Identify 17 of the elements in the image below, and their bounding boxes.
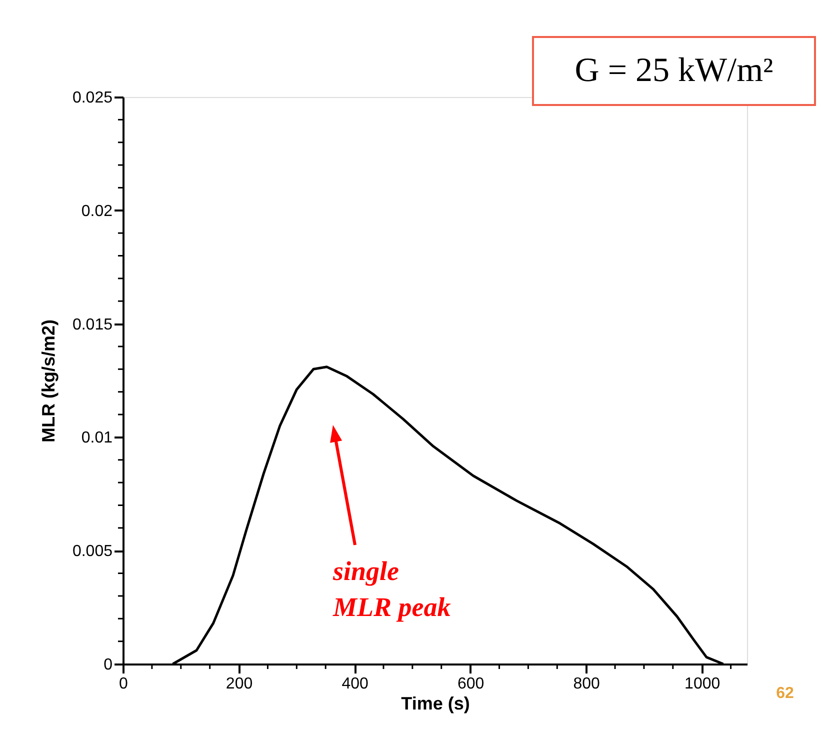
x-axis-title: Time (s) — [401, 694, 470, 714]
annotation: single MLR peak — [332, 556, 452, 622]
x-tick-label: 0 — [119, 676, 128, 692]
y-tick-label: 0.01 — [81, 430, 113, 447]
x-tick-label: 800 — [573, 676, 600, 692]
y-tick-label: 0.025 — [72, 90, 113, 106]
x-tick-label: 1000 — [684, 676, 720, 692]
y-tick-label: 0.015 — [72, 316, 113, 334]
chart-title: G = 25 kW/m² — [574, 52, 774, 89]
x-tick-label: 600 — [457, 676, 484, 692]
y-tick-label: 0.02 — [81, 202, 113, 220]
x-tick-label: 400 — [342, 676, 368, 692]
text: 62 — [776, 685, 794, 702]
x-tick-label: 200 — [226, 676, 253, 692]
y-axis-title: MLR (kg/s/m2) — [38, 319, 58, 443]
y-tick-label: 0 — [104, 656, 113, 674]
y-tick-label: 0.005 — [72, 543, 113, 560]
